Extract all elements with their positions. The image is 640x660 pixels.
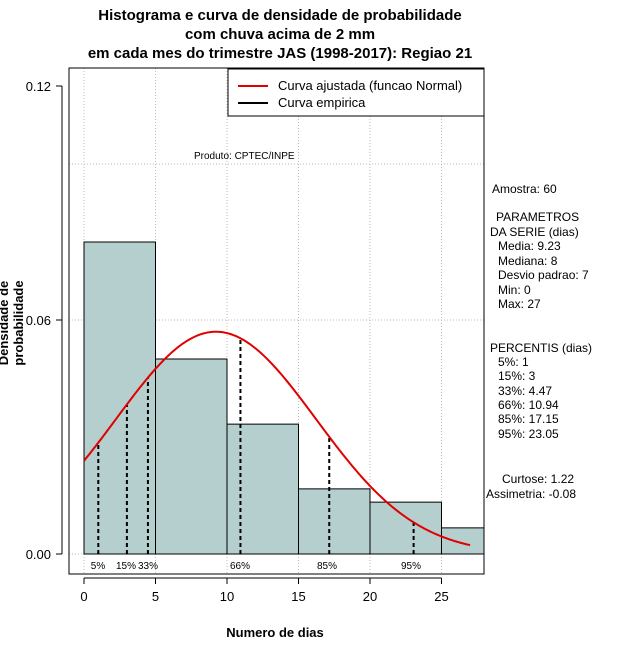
p15-text: 15%: 3 <box>498 369 536 383</box>
histogram-bar-1 <box>155 358 228 555</box>
histogram-bar-5 <box>441 527 485 555</box>
normal-fit-curve <box>83 330 471 547</box>
legend-box <box>227 68 485 117</box>
x-tick-label-3: 15 <box>291 589 305 604</box>
x-tick-label-1: 5 <box>152 589 159 604</box>
param-header-2: DA SERIE (dias) <box>490 225 579 239</box>
chart-title-line-2: com chuva acima de 2 mm <box>184 26 376 43</box>
histogram-bar-2 <box>226 423 299 555</box>
param-header-1: PARAMETROS <box>496 210 580 224</box>
x-axis-label: Numero de dias <box>226 625 324 640</box>
x-tick-label-0: 0 <box>80 589 87 604</box>
chart-title-line-3: em cada mes do trimestre JAS (1998-2017)… <box>87 45 473 62</box>
plot-frame <box>68 67 485 575</box>
y-axis-label: Densidade de probabilidade <box>0 280 26 366</box>
percentile-label-3: 66% <box>230 561 250 572</box>
percentile-label-5: 95% <box>401 561 421 572</box>
percentile-label-4: 85% <box>317 561 337 572</box>
curtose-text: Curtose: 1.22 <box>502 472 575 486</box>
p85-text: 85%: 17.15 <box>498 412 559 426</box>
percentile-label-1: 15% <box>116 561 136 572</box>
percentile-label-2: 33% <box>138 561 158 572</box>
y-tick-label-2: 0.12 <box>26 79 51 94</box>
media-text: Media: 9.23 <box>498 239 561 253</box>
legend-label-normal: Curva ajustada (funcao Normal) <box>278 78 463 93</box>
p66-text: 66%: 10.94 <box>498 398 559 412</box>
histogram-bar-0 <box>83 241 156 555</box>
product-note: Produto: CPTEC/INPE <box>194 151 295 162</box>
percentis-header: PERCENTIS (dias) <box>490 341 593 355</box>
amostra-text: Amostra: 60 <box>492 182 557 196</box>
desvio-text: Desvio padrao: 7 <box>498 268 589 282</box>
percentile-label-0: 5% <box>91 561 106 572</box>
chart-title-line-1: Histograma e curva de densidade de proba… <box>98 7 462 24</box>
x-tick-label-4: 20 <box>363 589 377 604</box>
assimetria-text: Assimetria: -0.08 <box>486 487 577 501</box>
mediana-text: Mediana: 8 <box>498 254 558 268</box>
p5-text: 5%: 1 <box>498 355 529 369</box>
max-text: Max: 27 <box>498 297 541 311</box>
p33-text: 33%: 4.47 <box>498 384 553 398</box>
x-tick-label-5: 25 <box>434 589 448 604</box>
legend-label-empirica: Curva empirica <box>278 95 366 110</box>
histogram-bar-4 <box>369 501 442 555</box>
p95-text: 95%: 23.05 <box>498 427 559 441</box>
x-tick-label-2: 10 <box>220 589 234 604</box>
min-text: Min: 0 <box>498 283 531 297</box>
y-tick-label-1: 0.06 <box>26 313 51 328</box>
y-tick-label-0: 0.00 <box>26 547 51 562</box>
histogram-bar-3 <box>298 488 371 555</box>
